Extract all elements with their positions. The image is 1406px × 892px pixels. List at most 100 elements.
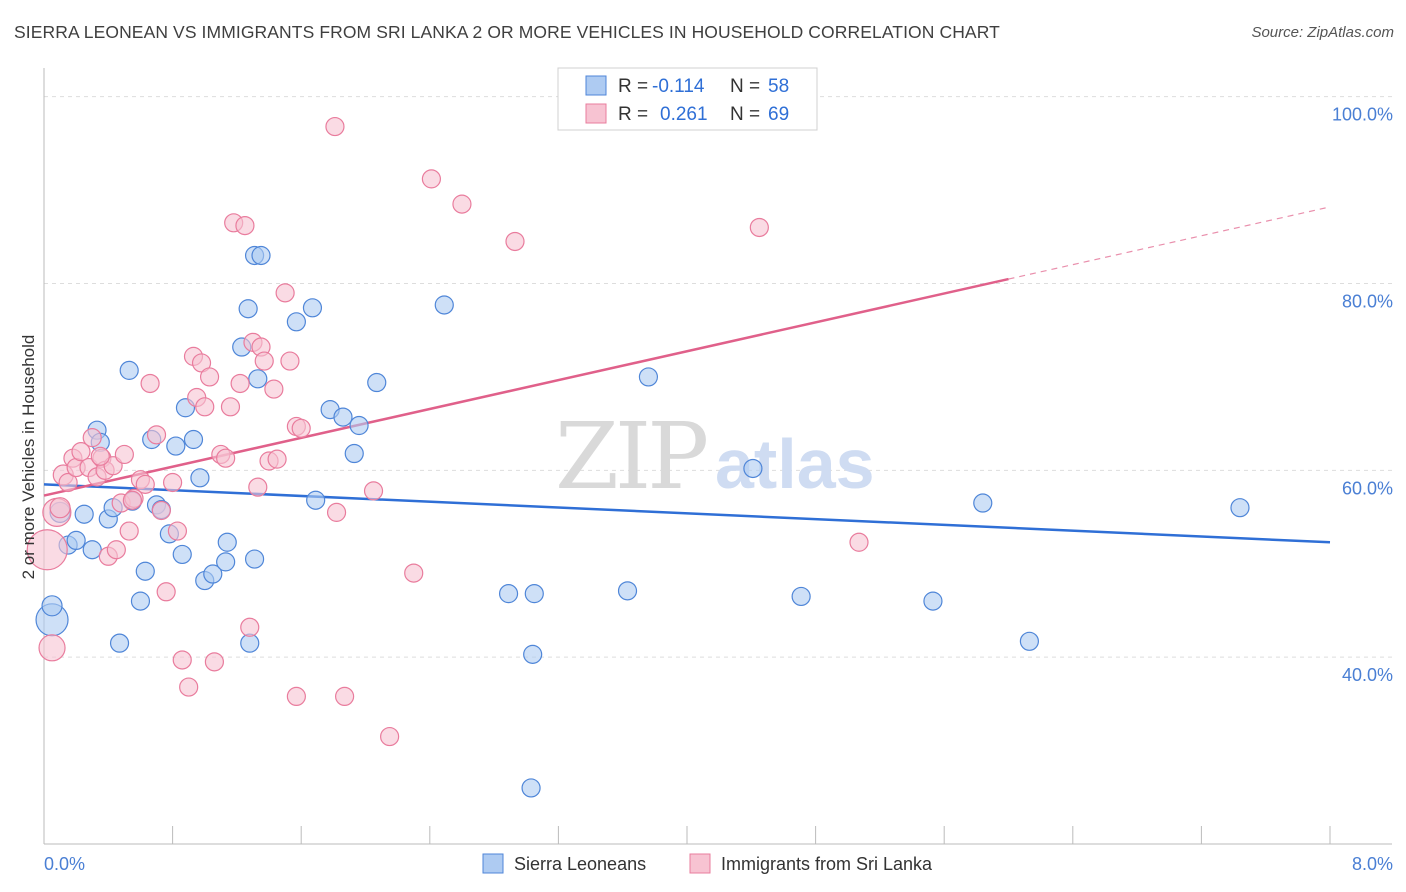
x-tick-label-max: 8.0% [1352, 854, 1393, 874]
x-tick-label-min: 0.0% [44, 854, 85, 874]
series-label-sierra-leoneans: Sierra Leoneans [514, 854, 646, 874]
point-sri-lanka [58, 472, 78, 493]
point-sierra-leoneans [238, 299, 258, 319]
y-tick-label-80: 80.0% [1342, 292, 1393, 312]
point-sri-lanka [204, 652, 224, 672]
point-sri-lanka [146, 425, 167, 445]
point-sri-lanka [230, 373, 250, 394]
watermark-atlas: atlas [715, 425, 875, 503]
point-sri-lanka [140, 373, 160, 394]
point-sri-lanka [26, 529, 68, 571]
series-swatch-sri-lanka [689, 853, 711, 874]
y-tick-labels: 40.0% 60.0% 80.0% 100.0% [1332, 105, 1393, 685]
chart-title: SIERRA LEONEAN VS IMMIGRANTS FROM SRI LA… [14, 22, 1000, 42]
point-sri-lanka [326, 502, 347, 522]
point-sierra-leoneans [82, 540, 102, 560]
point-sierra-leoneans [344, 443, 364, 464]
legend-swatch-blue [585, 75, 607, 96]
point-sri-lanka [216, 448, 236, 468]
point-sierra-leoneans [521, 778, 541, 798]
point-sri-lanka [199, 367, 220, 387]
point-sierra-leoneans [216, 552, 236, 572]
point-sri-lanka [264, 379, 284, 399]
data-points [26, 116, 1250, 798]
point-sierra-leoneans [135, 561, 155, 581]
point-sri-lanka [240, 617, 260, 637]
point-sri-lanka [114, 444, 134, 465]
point-sierra-leoneans [638, 367, 659, 387]
chart-source: Source: ZipAtlas.com [1251, 24, 1394, 41]
legend-r-label-2: R = [618, 104, 648, 125]
point-sierra-leoneans [244, 549, 265, 569]
point-sri-lanka [749, 217, 769, 238]
point-sri-lanka [421, 169, 442, 189]
point-sierra-leoneans [109, 633, 130, 653]
y-tick-label-40: 40.0% [1342, 665, 1393, 685]
watermark: ZIP atlas [555, 403, 875, 510]
point-sierra-leoneans [172, 544, 192, 565]
point-sierra-leoneans [367, 372, 387, 393]
point-sierra-leoneans [349, 415, 369, 436]
point-sierra-leoneans [743, 458, 763, 479]
legend-n-value-1: 58 [768, 76, 789, 97]
point-sierra-leoneans [333, 407, 353, 427]
point-sri-lanka [151, 500, 171, 521]
point-sierra-leoneans [251, 245, 271, 266]
point-sri-lanka [179, 677, 199, 697]
point-sierra-leoneans [286, 312, 306, 332]
point-sri-lanka [49, 497, 71, 519]
point-sri-lanka [248, 477, 268, 497]
point-sri-lanka [135, 474, 155, 494]
point-sri-lanka [286, 686, 306, 707]
point-sierra-leoneans [1019, 631, 1039, 651]
legend-n-value-2: 69 [768, 104, 789, 125]
series-label-sri-lanka: Immigrants from Sri Lanka [721, 854, 933, 874]
point-sri-lanka [122, 490, 143, 510]
watermark-zip: ZIP [555, 403, 706, 510]
trend-line-sri-lanka [43, 277, 1009, 497]
y-tick-label-60: 60.0% [1342, 478, 1393, 498]
point-sri-lanka [335, 686, 355, 707]
legend-r-label-1: R = [618, 76, 648, 97]
point-sri-lanka [254, 351, 274, 371]
point-sierra-leoneans [217, 532, 237, 552]
point-sierra-leoneans [183, 429, 204, 450]
point-sri-lanka [90, 446, 110, 466]
correlation-legend: R = -0.114 N = 58 R = 0.261 N = 69 [557, 67, 818, 131]
legend-n-label-1: N = [730, 76, 760, 97]
point-sierra-leoneans [923, 591, 943, 611]
legend-swatch-pink [585, 103, 607, 124]
point-sri-lanka [849, 532, 869, 552]
point-sri-lanka [505, 231, 525, 252]
point-sierra-leoneans [130, 591, 151, 611]
point-sri-lanka [404, 563, 424, 583]
point-sierra-leoneans [119, 360, 139, 380]
point-sierra-leoneans [973, 493, 993, 513]
point-sierra-leoneans [41, 595, 63, 617]
legend-n-label-2: N = [730, 104, 760, 125]
point-sri-lanka [220, 397, 241, 417]
point-sri-lanka [195, 397, 215, 417]
point-sri-lanka [291, 418, 311, 438]
point-sierra-leoneans [248, 369, 268, 389]
point-sri-lanka [452, 194, 472, 214]
point-sri-lanka [275, 283, 295, 303]
y-axis-title: 2 or more Vehicles in Household [19, 335, 38, 580]
axes [43, 68, 1392, 845]
point-sri-lanka [38, 634, 66, 662]
point-sri-lanka [163, 472, 183, 493]
trend-line-extension-sri-lanka [1008, 206, 1331, 280]
point-sierra-leoneans [1230, 498, 1250, 518]
point-sierra-leoneans [434, 295, 454, 315]
legend-r-value-2: 0.261 [660, 104, 708, 125]
point-sierra-leoneans [74, 504, 94, 524]
point-sri-lanka [235, 215, 255, 236]
y-tick-label-100: 100.0% [1332, 105, 1393, 125]
point-sierra-leoneans [523, 644, 543, 664]
point-sierra-leoneans [302, 298, 323, 318]
point-sierra-leoneans [306, 490, 326, 510]
point-sri-lanka [280, 351, 300, 371]
series-swatch-sierra-leoneans [482, 853, 504, 874]
point-sierra-leoneans [498, 584, 519, 604]
